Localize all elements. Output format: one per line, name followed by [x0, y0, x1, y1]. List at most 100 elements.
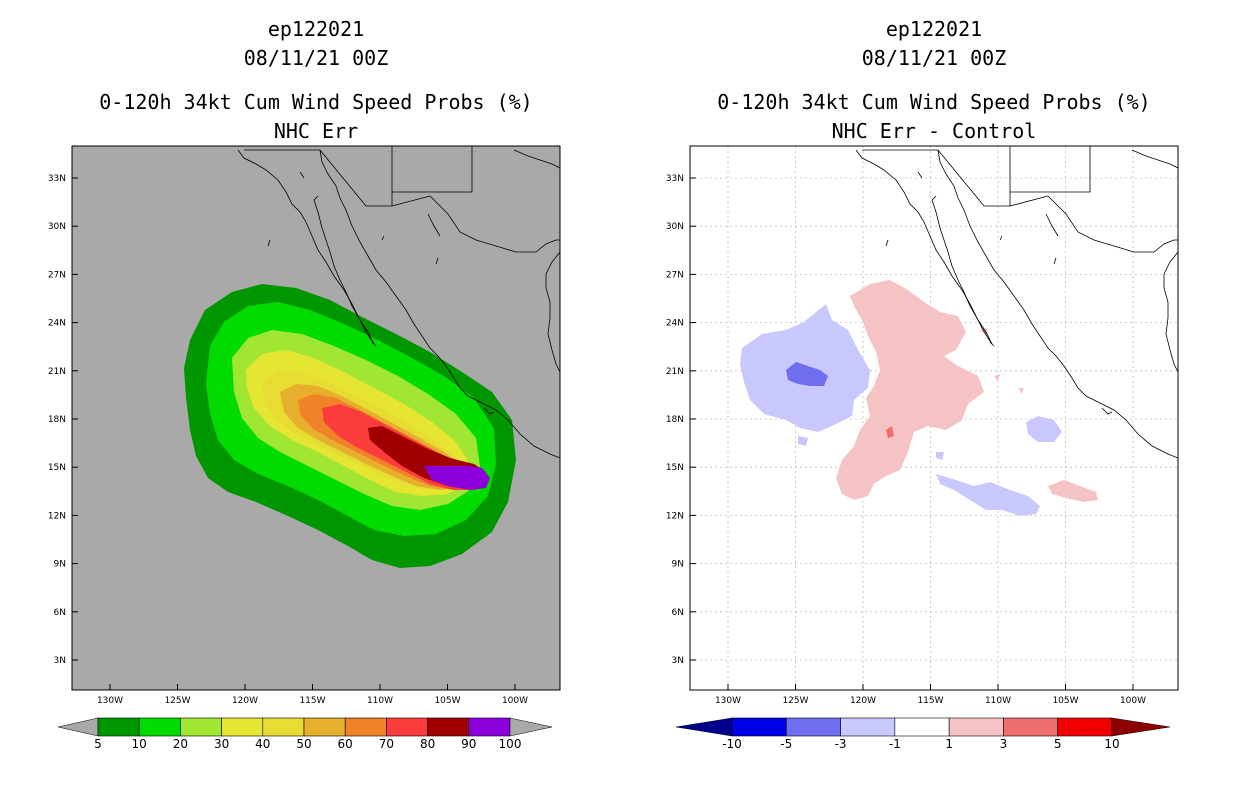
left-lat-tick-30n: 30N — [48, 222, 66, 232]
right-lon-tick-110w: 110W — [985, 696, 1011, 706]
right-lon-tick-120w: 120W — [850, 696, 876, 706]
right-lon-tick-115w: 115W — [917, 696, 943, 706]
left-colorbar-swatch — [180, 717, 222, 737]
right-lat-tick-15n: 15N — [666, 463, 684, 473]
left-colorbar-swatch — [262, 717, 305, 737]
left-colorbar-label: 50 — [296, 737, 311, 751]
left-lon-tick-120w: 120W — [232, 696, 258, 706]
left-colorbar-swatch — [97, 717, 140, 737]
left-colorbar-label: 5 — [94, 737, 102, 751]
right-lon-tick-105w: 105W — [1052, 696, 1078, 706]
left-colorbar-swatch — [427, 717, 470, 737]
right-colorbar-swatch — [894, 717, 950, 737]
left-colorbar-swatch — [386, 717, 428, 737]
left-probability-field — [184, 146, 560, 568]
left-datetime: 08/11/21 00Z — [243, 46, 389, 70]
left-lat-tick-12n: 12N — [48, 511, 66, 521]
left-lon-tick-130w: 130W — [97, 696, 123, 706]
right-lat-tick-6n: 6N — [672, 608, 684, 618]
right-colorbar-label: 10 — [1104, 737, 1119, 751]
right-colorbar-high-arrow — [1111, 717, 1171, 737]
left-lat-tick-21n: 21N — [48, 367, 66, 377]
left-lat-tick-24n: 24N — [48, 319, 66, 329]
left-colorbar-swatch — [344, 717, 387, 737]
right-colorbar-low-arrow — [675, 717, 733, 737]
right-lon-tick-100w: 100W — [1120, 696, 1146, 706]
right-colorbar-swatch — [785, 717, 841, 737]
left-colorbar-swatch — [138, 717, 181, 737]
left-lon-tick-125w: 125W — [164, 696, 190, 706]
right-grid-lines — [690, 146, 1178, 690]
right-lon-tick-130w: 130W — [715, 696, 741, 706]
left-lon-tick-100w: 100W — [502, 696, 528, 706]
left-lat-tick-33n: 33N — [48, 174, 66, 184]
right-colorbar-label: 5 — [1054, 737, 1062, 751]
left-colorbar-swatch — [303, 717, 346, 737]
right-lat-tick-27n: 27N — [666, 270, 684, 280]
right-colorbar-label: -10 — [722, 737, 742, 751]
right-storm-id: ep122021 — [885, 17, 983, 41]
left-colorbar-low-arrow — [57, 717, 99, 737]
right-colorbar-label: -5 — [780, 737, 792, 751]
left-colorbar: 5 10 20 30 40 50 60 70 80 90 100 — [57, 717, 553, 751]
diff-pos1-central — [836, 280, 984, 500]
left-colorbar-label: 100 — [499, 737, 522, 751]
right-colorbar-swatch — [1003, 717, 1059, 737]
left-storm-id: ep122021 — [267, 17, 365, 41]
left-map-title: 0-120h 34kt Cum Wind Speed Probs (%) — [99, 90, 533, 114]
left-lat-tick-18n: 18N — [48, 415, 66, 425]
left-lat-tick-3n: 3N — [54, 656, 66, 666]
left-colorbar-label: 60 — [338, 737, 353, 751]
right-difference-field — [740, 146, 1178, 516]
right-datetime: 08/11/21 00Z — [861, 46, 1007, 70]
diff-neg3-east — [1026, 416, 1062, 442]
left-colorbar-label: 90 — [461, 737, 476, 751]
right-colorbar-label: 1 — [945, 737, 953, 751]
right-colorbar: -10 -5 -3 -1 1 3 5 10 — [675, 717, 1171, 751]
left-colorbar-swatch — [468, 717, 511, 737]
left-map-subtitle: NHC Err — [273, 119, 359, 143]
right-colorbar-swatch — [731, 717, 787, 737]
right-map: 33N 30N 27N 24N 21N 18N 15N 12N 9N 6N 3N 130W 125W 12… — [666, 145, 1179, 751]
left-colorbar-label: 10 — [132, 737, 147, 751]
diff-pos3-spot — [886, 426, 894, 438]
right-lat-tick-9n: 9N — [672, 560, 684, 570]
left-lon-tick-105w: 105W — [434, 696, 460, 706]
left-lon-tick-115w: 115W — [299, 696, 325, 706]
left-colorbar-label: 30 — [214, 737, 229, 751]
prob-90-contour — [424, 466, 490, 490]
right-map-title: 0-120h 34kt Cum Wind Speed Probs (%) — [717, 90, 1151, 114]
left-map: 33N 30N 27N 24N 21N 18N 15N 12N 9N 6N 3N 130W 125W 12… — [48, 145, 561, 751]
left-lon-tick-110w: 110W — [367, 696, 393, 706]
diff-pos1-east — [1048, 480, 1098, 502]
right-lat-tick-24n: 24N — [666, 319, 684, 329]
left-lat-tick-9n: 9N — [54, 560, 66, 570]
diff-neg5-west — [786, 362, 828, 386]
left-colorbar-swatch — [221, 717, 264, 737]
right-colorbar-label: 3 — [1000, 737, 1008, 751]
right-lat-tick-18n: 18N — [666, 415, 684, 425]
right-colorbar-swatch — [1057, 717, 1113, 737]
right-colorbar-label: -1 — [889, 737, 901, 751]
right-lat-tick-3n: 3N — [672, 656, 684, 666]
right-lat-tick-12n: 12N — [666, 511, 684, 521]
right-lat-tick-30n: 30N — [666, 222, 684, 232]
right-lat-tick-33n: 33N — [666, 174, 684, 184]
right-colorbar-swatch — [840, 717, 896, 737]
right-map-subtitle: NHC Err - Control — [831, 119, 1037, 143]
right-colorbar-label: -3 — [835, 737, 847, 751]
right-colorbar-swatch — [948, 717, 1004, 737]
left-lat-tick-6n: 6N — [54, 608, 66, 618]
left-lat-tick-27n: 27N — [48, 270, 66, 280]
left-colorbar-label: 40 — [255, 737, 270, 751]
left-colorbar-label: 20 — [173, 737, 188, 751]
diff-neg3-south — [936, 474, 1040, 516]
right-lon-tick-125w: 125W — [782, 696, 808, 706]
right-lat-tick-21n: 21N — [666, 367, 684, 377]
left-colorbar-high-arrow — [509, 717, 553, 737]
right-axis-ticks: 33N 30N 27N 24N 21N 18N 15N 12N 9N 6N 3N 130W 125W 12… — [666, 174, 1146, 706]
left-colorbar-label: 70 — [379, 737, 394, 751]
left-colorbar-label: 80 — [420, 737, 435, 751]
left-axis-ticks: 33N 30N 27N 24N 21N 18N 15N 12N 9N 6N 3N 130W 125W 12… — [48, 174, 528, 706]
left-lat-tick-15n: 15N — [48, 463, 66, 473]
